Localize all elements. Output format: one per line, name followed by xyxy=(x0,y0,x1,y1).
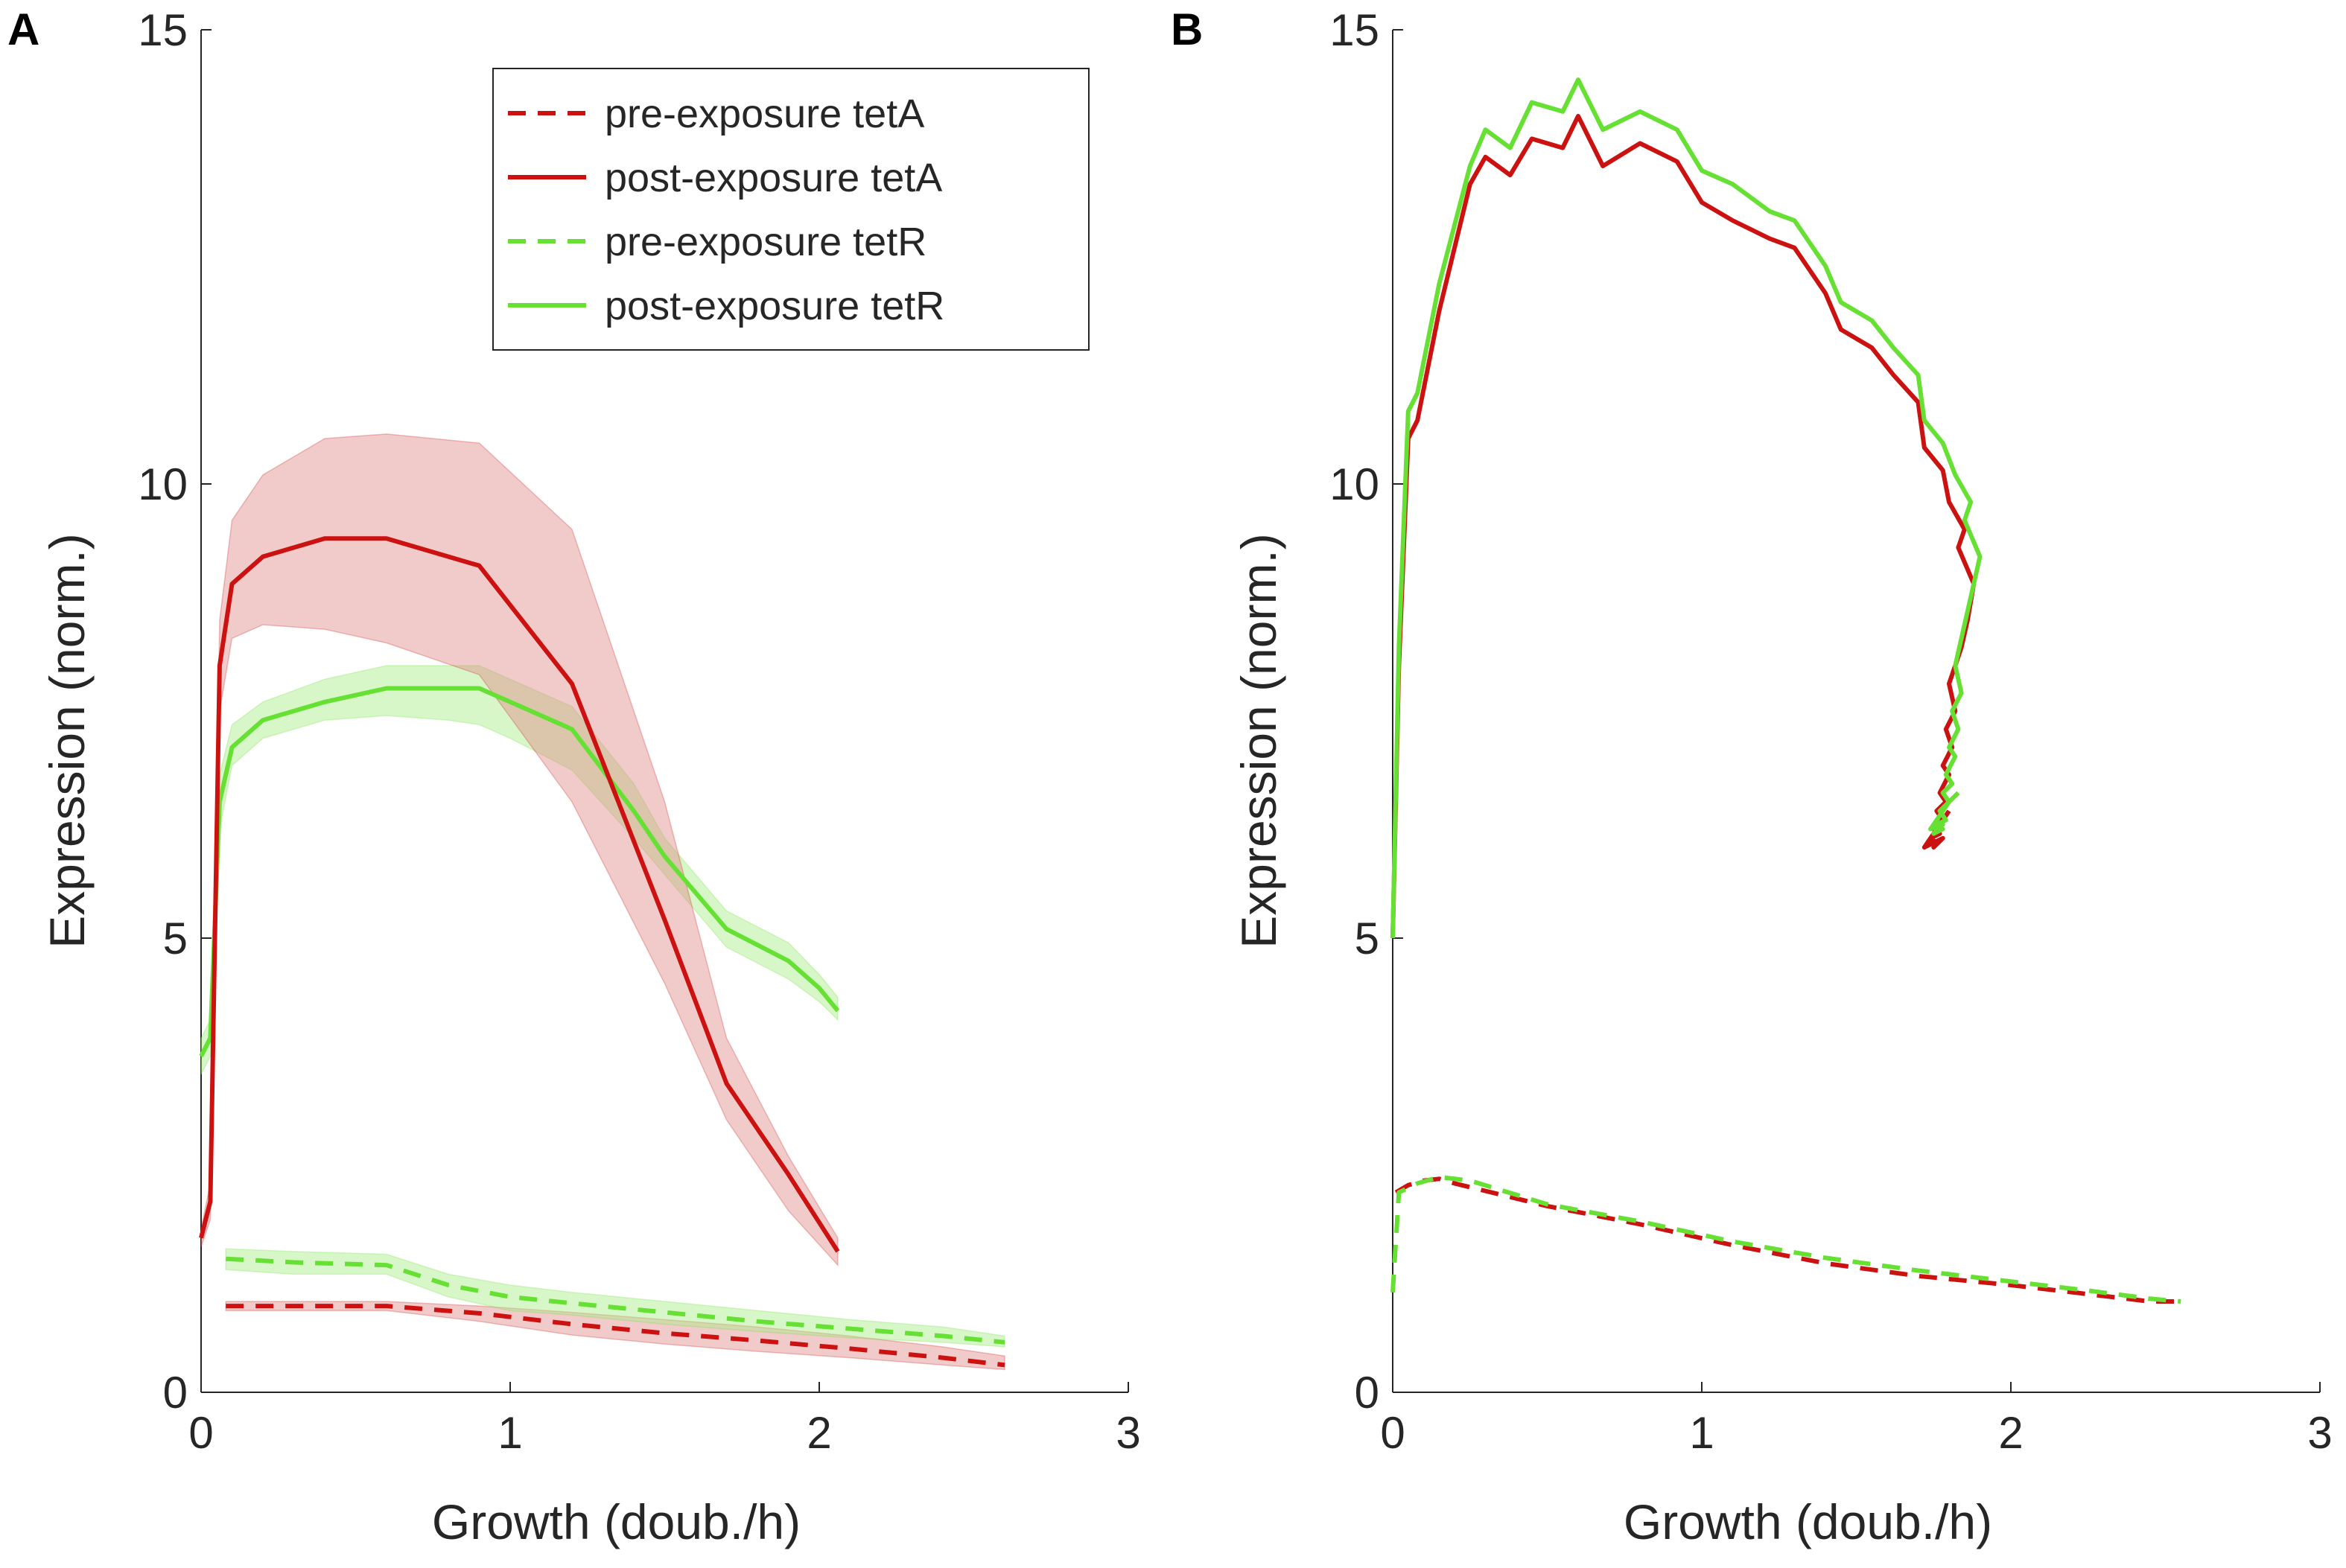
y-tick-label: 10 xyxy=(138,459,188,509)
pre-exposure-tetA-line xyxy=(1394,1176,2181,1304)
panel-a-plot: 0 1 2 3 0 5 10 15 Growth (doub./h) Expression (no… xyxy=(39,5,1141,1549)
legend-label: post-exposure tetA xyxy=(605,156,942,200)
post-exposure-tetR-line xyxy=(199,686,840,1057)
post-exposure-tetR-confidence-band xyxy=(200,665,839,1075)
panel-letter-b: B xyxy=(1171,4,1203,54)
x-tick-label: 1 xyxy=(498,1408,522,1458)
x-tick-label: 3 xyxy=(2307,1408,2332,1458)
legend-box xyxy=(492,68,1090,351)
y-tick-label: 5 xyxy=(1355,914,1379,963)
x-tick-label: 1 xyxy=(1689,1408,1714,1458)
y-tick-label: 0 xyxy=(1355,1368,1379,1418)
x-tick-label: 2 xyxy=(807,1408,831,1458)
post-exposure-tetA-confidence-band xyxy=(200,433,839,1267)
pre-exposure-tetA-confidence-band xyxy=(225,1301,1005,1371)
legend-label: pre-exposure tetA xyxy=(605,92,924,136)
pre-exposure-tetR-line xyxy=(1390,1174,2181,1304)
panel-letter-a: A xyxy=(7,4,39,54)
legend-label: post-exposure tetR xyxy=(605,284,944,328)
post-exposure-tetA-line xyxy=(1390,113,1977,939)
x-tick-label: 0 xyxy=(188,1408,213,1458)
x-tick-label: 2 xyxy=(1998,1408,2023,1458)
post-exposure-tetR-line xyxy=(1390,77,1983,939)
y-tick-label: 5 xyxy=(163,914,188,963)
pre-exposure-tetR-confidence-band xyxy=(225,1248,1005,1348)
y-tick-label: 0 xyxy=(163,1368,188,1418)
x-axis-label: Growth (doub./h) xyxy=(1624,1494,1992,1549)
y-axis-label: Expression (norm.) xyxy=(39,533,95,949)
pre-exposure-tetA-line xyxy=(226,1304,1005,1368)
post-exposure-tetA-line xyxy=(199,536,840,1253)
y-tick-label: 10 xyxy=(1329,459,1379,509)
pre-exposure-tetR-line xyxy=(226,1256,1005,1345)
y-tick-label: 15 xyxy=(138,5,188,55)
y-axis-label: Expression (norm.) xyxy=(1231,533,1286,949)
y-tick-label: 15 xyxy=(1329,5,1379,55)
panel-b-plot: 0 1 2 3 0 5 10 15 Growth (doub./h) Expression (no… xyxy=(1231,5,2333,1549)
x-axis-label: Growth (doub./h) xyxy=(432,1494,801,1549)
legend: pre-exposure tetA post-exposure tetA pre-e… xyxy=(492,68,1090,351)
x-tick-label: 3 xyxy=(1116,1408,1140,1458)
legend-label: pre-exposure tetR xyxy=(605,220,926,264)
x-tick-label: 0 xyxy=(1380,1408,1405,1458)
